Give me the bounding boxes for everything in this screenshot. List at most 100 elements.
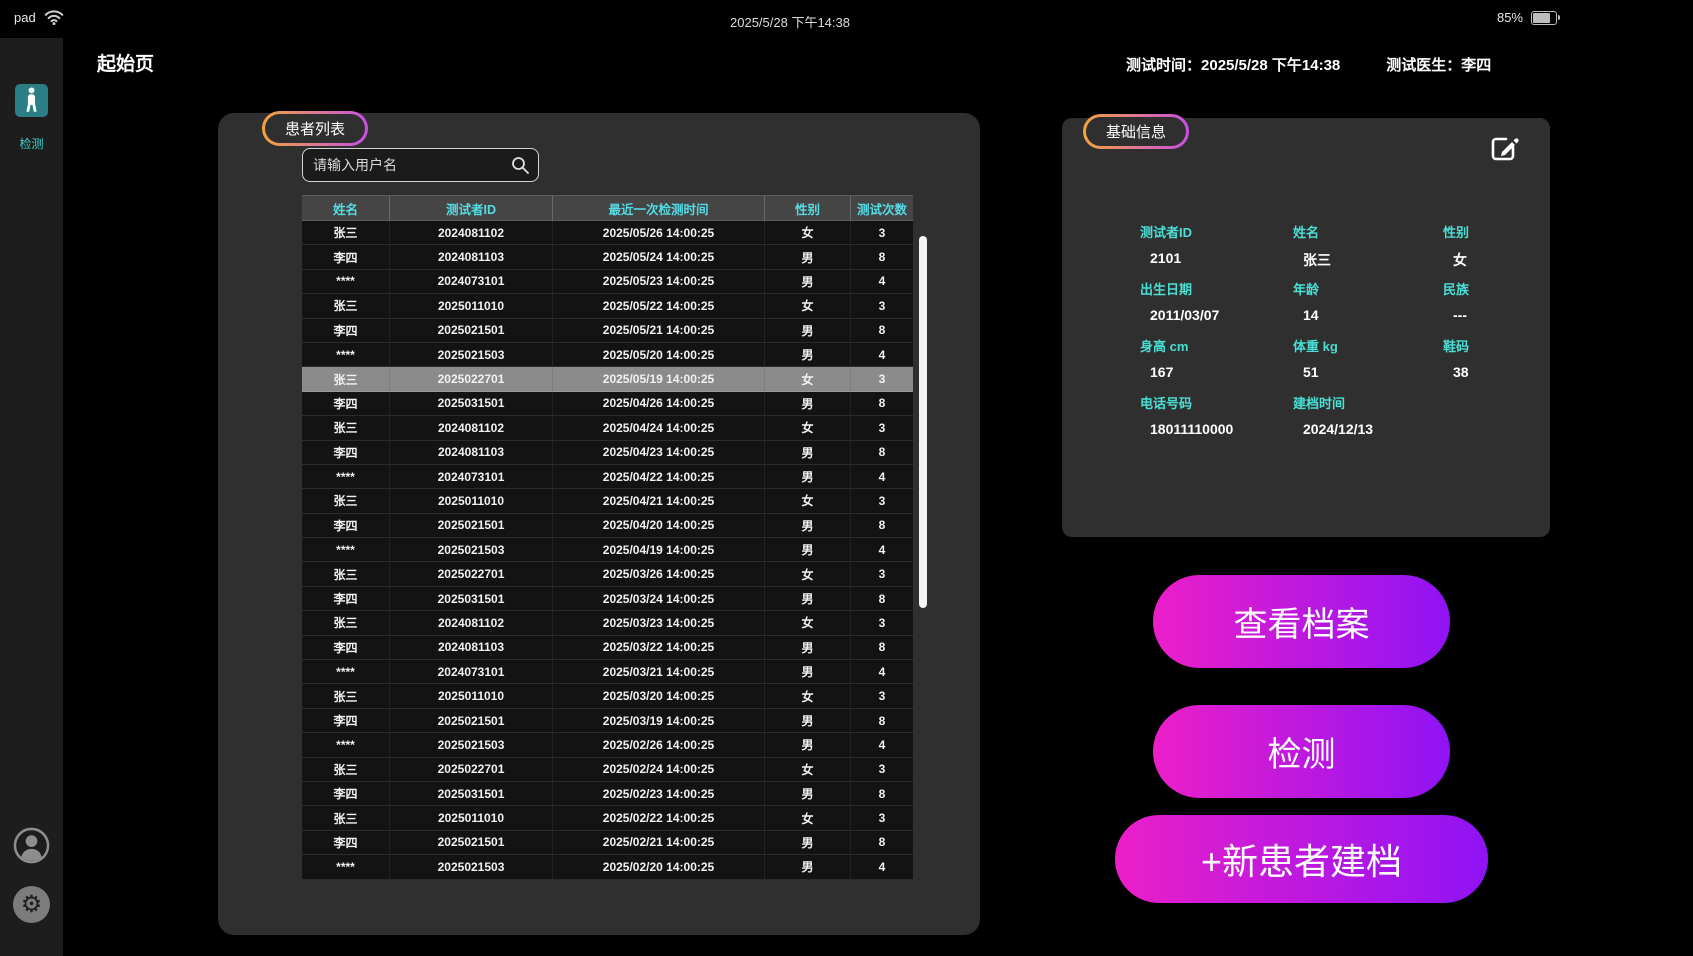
battery-icon	[1531, 10, 1560, 25]
table-cell: 男	[765, 660, 851, 684]
settings-gear-icon[interactable]: ⚙	[13, 886, 50, 923]
table-cell: 8	[878, 640, 886, 655]
table-row[interactable]: 李四 2024081103 2025/05/24 14:00:25 男 8	[302, 245, 913, 270]
table-cell: 2025/04/19 14:00:25	[553, 538, 765, 562]
table-cell: 2025/05/22 14:00:25	[553, 294, 765, 318]
table-scrollbar[interactable]	[919, 236, 927, 608]
table-cell: 2025021501	[390, 830, 553, 855]
table-row[interactable]: 李四 2025021501 2025/02/21 14:00:25 男 8	[302, 830, 913, 856]
table-row[interactable]: 李四 2025031501 2025/03/24 14:00:25 男 8	[302, 586, 913, 612]
info-field-label: 鞋码	[1443, 339, 1470, 354]
table-row[interactable]: **** 2025021503 2025/05/20 14:00:25 男 4	[302, 342, 913, 368]
table-row[interactable]: 张三 2024081102 2025/04/24 14:00:25 女 3	[302, 416, 913, 441]
table-row[interactable]: 李四 2024081103 2025/03/22 14:00:25 男 8	[302, 635, 913, 661]
table-row[interactable]: 张三 2025022701 2025/05/19 14:00:25 女 3	[302, 367, 913, 392]
table-cell: 女	[765, 294, 851, 318]
table-cell: 2025/05/21 14:00:25	[553, 318, 765, 342]
doctor-value: 李四	[1461, 57, 1492, 74]
info-field-label: 电话号码	[1140, 396, 1193, 411]
profile-icon[interactable]	[13, 827, 50, 864]
table-cell: 男	[765, 830, 851, 855]
table-cell: 8	[878, 445, 886, 460]
info-field-value: 51	[1303, 364, 1319, 380]
search-icon[interactable]	[510, 155, 530, 175]
view-archive-button[interactable]: 查看档案	[1153, 575, 1450, 668]
table-cell: ****	[302, 464, 390, 489]
table-cell: 2025021503	[390, 733, 553, 757]
table-cell: 2025/04/21 14:00:25	[553, 489, 765, 513]
table-row[interactable]: **** 2025021503 2025/02/20 14:00:25 男 4	[302, 855, 913, 880]
table-cell: ****	[302, 855, 390, 879]
info-field: 身高 cm 167	[1140, 336, 1293, 393]
search-input[interactable]	[302, 148, 539, 182]
table-cell: 李四	[302, 708, 390, 733]
table-row[interactable]: 李四 2025021501 2025/05/21 14:00:25 男 8	[302, 318, 913, 343]
table-cell: 3	[878, 225, 886, 240]
info-field-label: 出生日期	[1140, 282, 1193, 297]
table-cell: 女	[765, 562, 851, 586]
table-cell: 女	[765, 221, 851, 245]
info-field: 民族 ---	[1443, 279, 1550, 336]
new-patient-button[interactable]: +新患者建档	[1115, 815, 1488, 903]
table-cell: 张三	[302, 489, 390, 513]
table-row[interactable]: 李四 2025031501 2025/02/23 14:00:25 男 8	[302, 781, 913, 807]
table-header: 姓名 测试者ID 最近一次检测时间 性别 测试次数	[302, 195, 913, 221]
test-time: 测试时间：2025/5/28 下午14:38	[1126, 54, 1340, 75]
table-cell: 男	[765, 342, 851, 367]
table-cell: 8	[878, 396, 886, 411]
status-datetime: 2025/5/28 下午14:38	[730, 15, 850, 30]
table-body: 张三 2024081102 2025/05/26 14:00:25 女 3 李四 20240…	[302, 221, 913, 880]
table-cell: 2025/04/22 14:00:25	[553, 464, 765, 489]
table-cell: 男	[765, 391, 851, 416]
table-cell: 男	[765, 855, 851, 879]
table-row[interactable]: **** 2024073101 2025/03/21 14:00:25 男 4	[302, 660, 913, 685]
info-field: 测试者ID 2101	[1140, 222, 1293, 279]
table-row[interactable]: **** 2024073101 2025/05/23 14:00:25 男 4	[302, 269, 913, 295]
table-cell: 李四	[302, 391, 390, 416]
table-cell: 2025/05/20 14:00:25	[553, 342, 765, 367]
table-row[interactable]: 张三 2025011010 2025/02/22 14:00:25 女 3	[302, 806, 913, 831]
table-cell: 3	[878, 420, 886, 435]
column-header: 性别	[765, 196, 851, 220]
info-field-value: 2011/03/07	[1150, 307, 1220, 323]
wifi-icon	[44, 9, 64, 26]
table-cell: 8	[878, 518, 886, 533]
table-cell: 女	[765, 416, 851, 440]
table-cell: 2024073101	[390, 269, 553, 294]
table-row[interactable]: 张三 2024081102 2025/05/26 14:00:25 女 3	[302, 221, 913, 246]
table-row[interactable]: **** 2025021503 2025/02/26 14:00:25 男 4	[302, 733, 913, 758]
table-cell: 男	[765, 708, 851, 733]
table-cell: 2025011010	[390, 489, 553, 513]
table-cell: 2025/02/26 14:00:25	[553, 733, 765, 757]
table-cell: 男	[765, 440, 851, 464]
table-row[interactable]: 李四 2025021501 2025/03/19 14:00:25 男 8	[302, 708, 913, 734]
table-cell: 2025011010	[390, 294, 553, 318]
table-row[interactable]: 张三 2025011010 2025/04/21 14:00:25 女 3	[302, 489, 913, 514]
info-field-value: 167	[1150, 364, 1174, 380]
info-field: 建档时间 2024/12/13	[1293, 393, 1443, 450]
table-row[interactable]: 张三 2025011010 2025/05/22 14:00:25 女 3	[302, 294, 913, 319]
sidebar-item-label: 检测	[19, 137, 44, 151]
info-field-value: 2101	[1150, 250, 1182, 266]
table-row[interactable]: **** 2024073101 2025/04/22 14:00:25 男 4	[302, 464, 913, 490]
header-meta: 测试时间：2025/5/28 下午14:38 测试医生：李四	[1126, 54, 1491, 75]
table-cell: 2025/02/20 14:00:25	[553, 855, 765, 879]
sidebar-item-detect[interactable]: 检测	[0, 84, 63, 152]
detect-button[interactable]: 检测	[1153, 705, 1450, 798]
column-header: 测试次数	[856, 202, 907, 217]
table-row[interactable]: **** 2025021503 2025/04/19 14:00:25 男 4	[302, 538, 913, 563]
table-cell: 2025011010	[390, 684, 553, 708]
table-cell: 3	[878, 689, 886, 704]
table-cell: 2025021501	[390, 513, 553, 538]
basic-info-grid: 测试者ID 2101 姓名 张三 性别女出生日期 2011/03/07 年龄 14 民族 --- 身…	[1062, 118, 1550, 450]
table-row[interactable]: 张三 2024081102 2025/03/23 14:00:25 女 3	[302, 611, 913, 636]
table-row[interactable]: 张三 2025022701 2025/02/24 14:00:25 女 3	[302, 757, 913, 782]
table-row[interactable]: 张三 2025011010 2025/03/20 14:00:25 女 3	[302, 684, 913, 709]
patient-list-badge-label: 患者列表	[265, 114, 366, 143]
table-cell: 女	[765, 611, 851, 635]
edit-icon[interactable]	[1488, 132, 1520, 164]
table-row[interactable]: 李四 2025021501 2025/04/20 14:00:25 男 8	[302, 513, 913, 539]
table-row[interactable]: 李四 2025031501 2025/04/26 14:00:25 男 8	[302, 391, 913, 417]
table-row[interactable]: 张三 2025022701 2025/03/26 14:00:25 女 3	[302, 562, 913, 587]
table-row[interactable]: 李四 2024081103 2025/04/23 14:00:25 男 8	[302, 440, 913, 465]
